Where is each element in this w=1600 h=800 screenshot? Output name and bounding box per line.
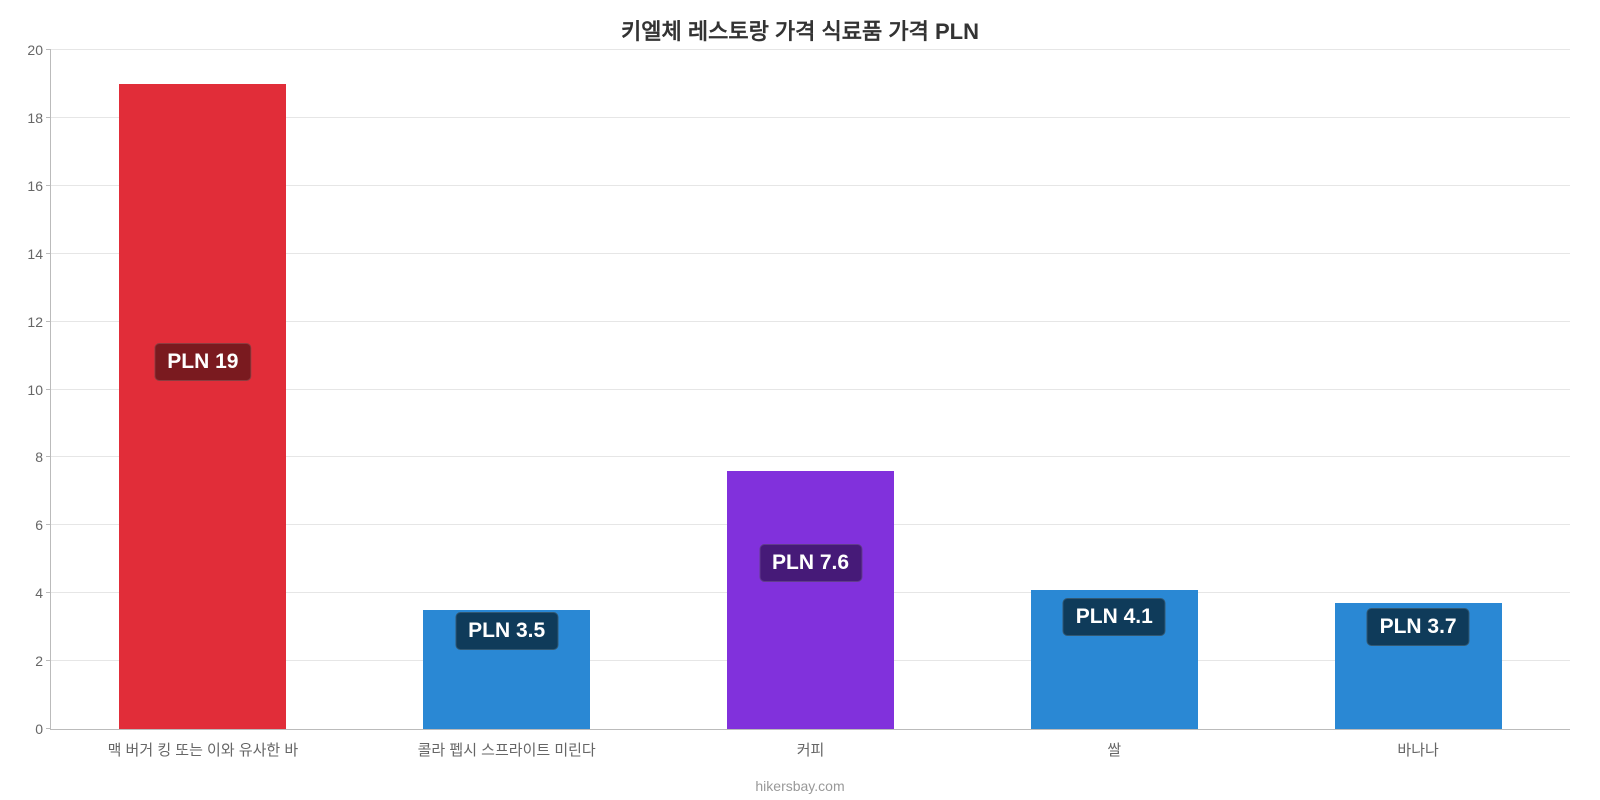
x-tick-label: 커피 (797, 739, 825, 760)
bar-value-label: PLN 7.6 (759, 544, 862, 582)
bar-value-label: PLN 3.7 (1367, 608, 1470, 646)
y-tick-label: 8 (35, 449, 43, 465)
y-tick-mark (46, 389, 51, 390)
y-tick-label: 4 (35, 585, 43, 601)
x-tick-label: 바나나 (1397, 739, 1438, 760)
y-tick-label: 18 (27, 110, 43, 126)
chart-title: 키엘체 레스토랑 가격 식료품 가격 PLN (0, 14, 1600, 46)
x-tick-label: 맥 버거 킹 또는 이와 유사한 바 (108, 739, 299, 760)
y-tick-mark (46, 728, 51, 729)
y-tick-mark (46, 117, 51, 118)
y-tick-mark (46, 524, 51, 525)
y-tick-label: 2 (35, 653, 43, 669)
y-tick-mark (46, 321, 51, 322)
bar (119, 84, 286, 729)
gridline (51, 49, 1570, 50)
x-tick-label: 쌀 (1107, 739, 1121, 760)
y-tick-label: 16 (27, 178, 43, 194)
attribution-text: hikersbay.com (0, 778, 1600, 794)
x-tick-label: 콜라 펩시 스프라이트 미린다 (418, 739, 596, 760)
y-tick-label: 12 (27, 314, 43, 330)
y-tick-mark (46, 592, 51, 593)
y-tick-label: 10 (27, 382, 43, 398)
y-tick-label: 14 (27, 246, 43, 262)
y-tick-mark (46, 660, 51, 661)
y-tick-mark (46, 185, 51, 186)
price-chart: 키엘체 레스토랑 가격 식료품 가격 PLN 02468101214161820… (0, 0, 1600, 800)
bar-value-label: PLN 4.1 (1063, 598, 1166, 636)
bar (727, 471, 894, 729)
bar-value-label: PLN 3.5 (455, 612, 558, 650)
y-tick-label: 20 (27, 42, 43, 58)
bar-value-label: PLN 19 (154, 343, 251, 381)
y-tick-mark (46, 49, 51, 50)
y-tick-label: 6 (35, 517, 43, 533)
y-tick-mark (46, 456, 51, 457)
plot-area: 02468101214161820PLN 19맥 버거 킹 또는 이와 유사한 … (50, 50, 1570, 730)
y-tick-mark (46, 253, 51, 254)
y-tick-label: 0 (35, 721, 43, 737)
